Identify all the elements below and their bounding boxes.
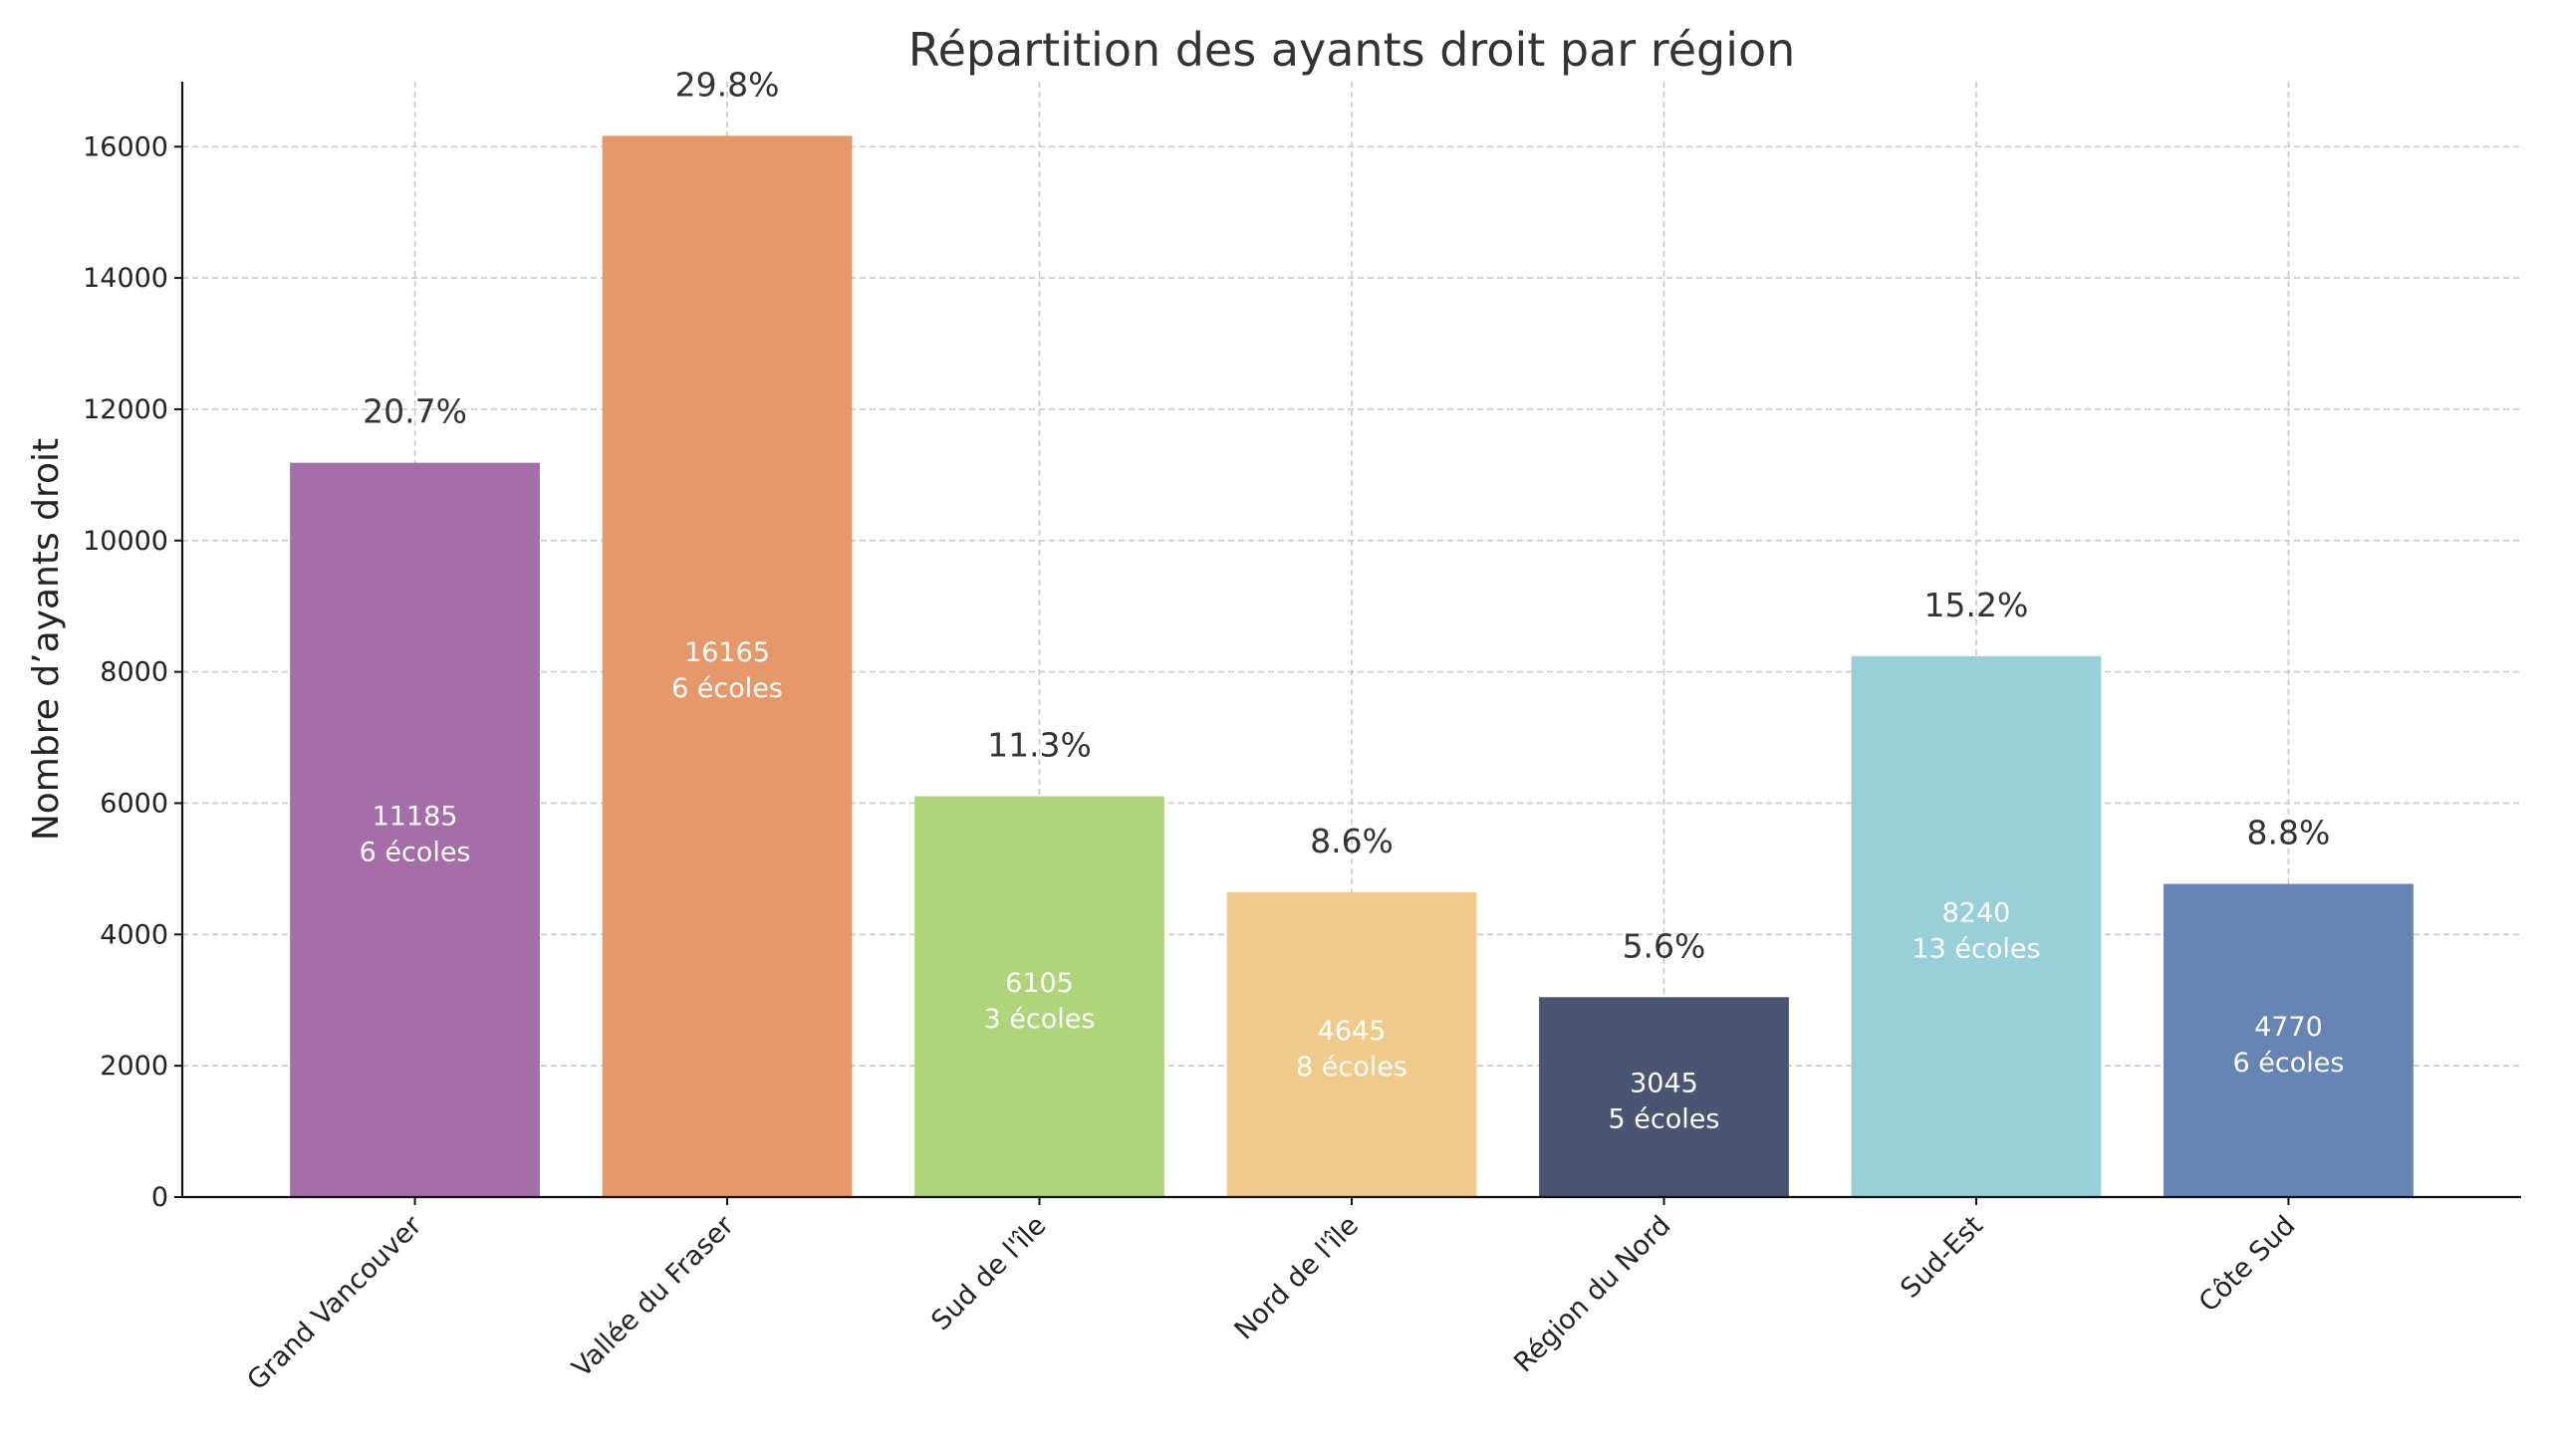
value-label: 11185	[373, 801, 458, 832]
bar-6	[2164, 883, 2414, 1197]
value-label: 4645	[1318, 1016, 1387, 1047]
schools-label: 13 écoles	[1912, 933, 2040, 964]
bar-0	[290, 462, 540, 1198]
percent-label: 8.6%	[1310, 822, 1394, 860]
y-tick-label: 2000	[100, 1051, 168, 1082]
percent-label: 15.2%	[1924, 586, 2029, 624]
value-label: 4770	[2254, 1012, 2323, 1043]
schools-label: 3 écoles	[984, 1004, 1096, 1035]
chart-title: Répartition des ayants droit par région	[908, 23, 1796, 77]
y-tick-label: 12000	[83, 394, 168, 425]
schools-label: 6 écoles	[2232, 1048, 2344, 1079]
percent-label: 8.8%	[2247, 814, 2331, 852]
bar-1	[602, 135, 853, 1198]
y-tick-label: 16000	[83, 131, 168, 162]
schools-label: 8 écoles	[1296, 1052, 1407, 1083]
y-tick-label: 6000	[100, 788, 168, 819]
x-tick-label: Sud de l'île	[925, 1210, 1052, 1336]
y-tick-label: 0	[151, 1182, 168, 1213]
y-tick-label: 10000	[83, 526, 168, 557]
schools-label: 6 écoles	[360, 837, 471, 867]
x-tick-label: Grand Vancouver	[241, 1209, 428, 1396]
y-axis-label: Nombre d’ayants droit	[26, 438, 67, 841]
percent-label: 29.8%	[675, 65, 780, 104]
percent-label: 5.6%	[1623, 926, 1706, 965]
value-label: 8240	[1942, 897, 2011, 928]
bar-4	[1539, 997, 1789, 1197]
value-label: 16165	[684, 637, 770, 668]
percent-label: 11.3%	[987, 726, 1092, 765]
x-tick-label: Nord de l'île	[1229, 1210, 1365, 1345]
y-tick-label: 14000	[83, 263, 168, 294]
y-tick-label: 4000	[100, 919, 168, 950]
value-label: 3045	[1630, 1069, 1698, 1099]
bar-5	[1851, 655, 2102, 1197]
x-tick-label: Sud-Est	[1895, 1210, 1989, 1305]
schools-label: 5 écoles	[1609, 1104, 1720, 1135]
percent-label: 20.7%	[363, 392, 467, 431]
bar-3	[1226, 891, 1477, 1197]
value-label: 6105	[1005, 968, 1074, 999]
x-tick-label: Région du Nord	[1508, 1210, 1676, 1378]
schools-label: 6 écoles	[671, 673, 783, 704]
y-tick-label: 8000	[100, 657, 168, 688]
x-tick-label: Côte Sud	[2193, 1210, 2302, 1319]
bar-2	[914, 796, 1164, 1197]
x-tick-label: Vallée du Fraser	[567, 1209, 741, 1383]
